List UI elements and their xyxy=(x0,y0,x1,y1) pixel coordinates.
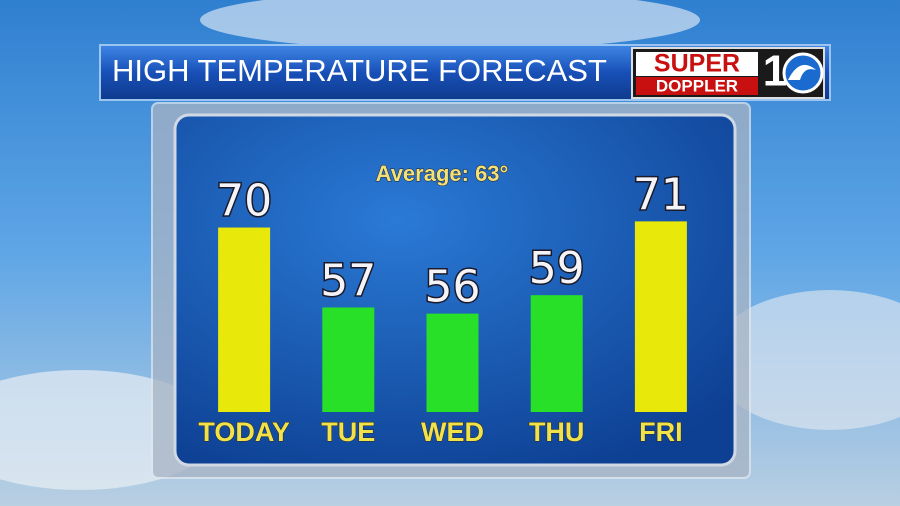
category-label: WED xyxy=(421,417,484,447)
value-label: 57 xyxy=(320,255,376,306)
bar xyxy=(218,227,271,412)
value-label: 59 xyxy=(529,243,585,294)
logo-bottom: DOPPLER xyxy=(656,76,738,95)
bar xyxy=(426,313,479,412)
logo-top: SUPER xyxy=(654,50,740,78)
logo-top-bg xyxy=(636,52,758,76)
value-label: 70 xyxy=(216,176,272,227)
value-label: 56 xyxy=(425,262,481,313)
category-label: TODAY xyxy=(198,417,290,447)
average-annotation: Average: 63° xyxy=(376,161,509,186)
bar xyxy=(530,295,583,412)
cloud xyxy=(710,290,900,430)
category-label: FRI xyxy=(639,417,683,447)
category-label: TUE xyxy=(321,417,375,447)
category-label: THU xyxy=(529,417,585,447)
logo-bottom-bg xyxy=(636,77,758,95)
logo-wave-crest xyxy=(788,64,816,80)
cloud xyxy=(200,0,700,50)
bar xyxy=(634,221,687,412)
chart-panel xyxy=(173,113,737,467)
chart-title: HIGH TEMPERATURE FORECAST xyxy=(112,53,607,88)
bar xyxy=(322,307,375,412)
value-label: 71 xyxy=(633,169,689,220)
